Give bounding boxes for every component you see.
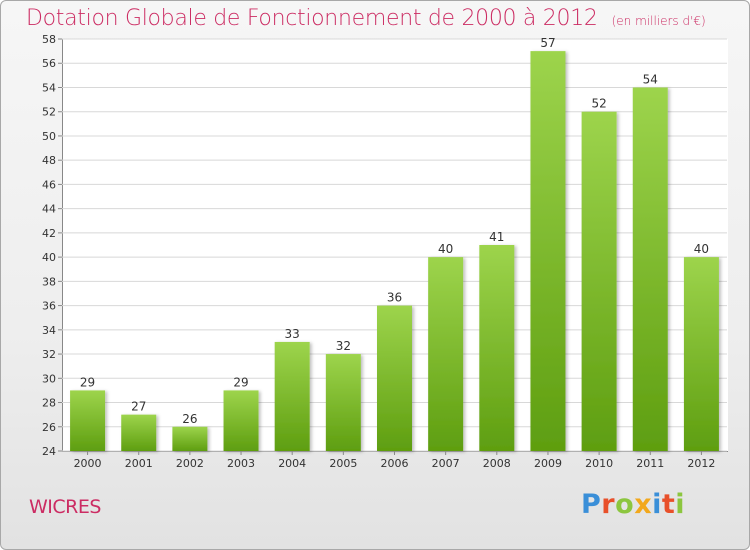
bar-2003: [223, 390, 259, 451]
bar-value-label: 41: [489, 230, 504, 244]
bar-2007: [428, 257, 464, 451]
bar-2002: [172, 426, 208, 451]
y-tick-label: 50: [42, 130, 56, 143]
bar-value-label: 29: [233, 375, 248, 389]
x-tick-label: 2011: [636, 457, 664, 470]
bar-value-label: 40: [694, 242, 709, 256]
y-tick-label: 38: [42, 275, 56, 288]
bar-2004: [274, 341, 310, 451]
x-tick-label: 2009: [534, 457, 562, 470]
y-tick-label: 46: [42, 178, 56, 191]
y-tick-label: 28: [42, 397, 56, 410]
y-tick-label: 48: [42, 154, 56, 167]
y-tick-label: 24: [42, 445, 56, 458]
y-tick-label: 26: [42, 421, 56, 434]
x-tick-label: 2008: [483, 457, 511, 470]
bar-value-labels: 29 27 26 29 33 32 36 40 41 57 52 54 40: [80, 36, 709, 426]
bar-2011: [632, 87, 668, 452]
x-tick-label: 2012: [687, 457, 715, 470]
logo-letter: r: [601, 489, 616, 520]
x-tick-label: 2004: [278, 457, 306, 470]
logo-letter: t: [661, 489, 676, 520]
bar-value-label: 26: [182, 412, 197, 426]
bar-value-label: 32: [336, 339, 351, 353]
x-tick-label: 2001: [125, 457, 153, 470]
logo-letter: o: [615, 489, 635, 520]
logo-letter: x: [634, 489, 653, 520]
y-tick-label: 52: [42, 106, 56, 119]
x-tick-label: 2006: [381, 457, 409, 470]
chart-title: Dotation Globale de Fonctionnement de 20…: [26, 6, 706, 31]
y-tick-label: 32: [42, 348, 56, 361]
bar-value-label: 52: [591, 97, 606, 111]
x-tick-label: 2000: [74, 457, 102, 470]
commune-name: WICRES: [29, 496, 101, 518]
logo-letter: i: [652, 489, 662, 520]
y-tick-label: 54: [42, 81, 56, 94]
bar-2010: [581, 111, 617, 452]
logo-letter: P: [581, 489, 602, 520]
y-tick-label: 40: [42, 251, 56, 264]
bar-value-label: 27: [131, 400, 146, 414]
bar-value-label: 29: [80, 375, 95, 389]
bar-2005: [325, 354, 361, 451]
bars: [70, 51, 719, 452]
x-tick-label: 2007: [432, 457, 460, 470]
bar-value-label: 40: [438, 242, 453, 256]
bar-value-label: 33: [285, 327, 300, 341]
bar-2012: [683, 257, 719, 451]
y-tick-label: 30: [42, 372, 56, 385]
proxiti-logo: Proxiti: [581, 489, 685, 520]
x-axis-ticks: 2000 2001 2002 2003 2004 2005 2006 2007 2008 2009…: [74, 451, 715, 470]
y-tick-label: 42: [42, 227, 56, 240]
bar-value-label: 36: [387, 291, 402, 305]
y-axis-ticks: 24 26 28 30 32 34 36 38 40 42 44 46 48 50 52 54 56 58: [42, 33, 62, 458]
y-tick-label: 56: [42, 57, 56, 70]
chart-title-text: Dotation Globale de Fonctionnement de 20…: [26, 6, 598, 31]
bar-2008: [479, 245, 515, 451]
x-tick-label: 2005: [329, 457, 357, 470]
y-tick-label: 36: [42, 300, 56, 313]
x-tick-label: 2003: [227, 457, 255, 470]
bar-value-label: 57: [540, 36, 555, 50]
y-tick-label: 58: [42, 33, 56, 46]
x-tick-label: 2002: [176, 457, 204, 470]
y-tick-label: 44: [42, 203, 56, 216]
bar-2006: [377, 305, 412, 451]
bar-2001: [121, 414, 157, 451]
x-tick-label: 2010: [585, 457, 613, 470]
unit-note: (en milliers d'€): [611, 14, 706, 28]
bar-value-label: 54: [643, 72, 658, 86]
y-tick-label: 34: [42, 324, 56, 337]
bar-2009: [530, 51, 566, 451]
bar-2000: [70, 390, 106, 451]
logo-letter: i: [675, 489, 686, 520]
